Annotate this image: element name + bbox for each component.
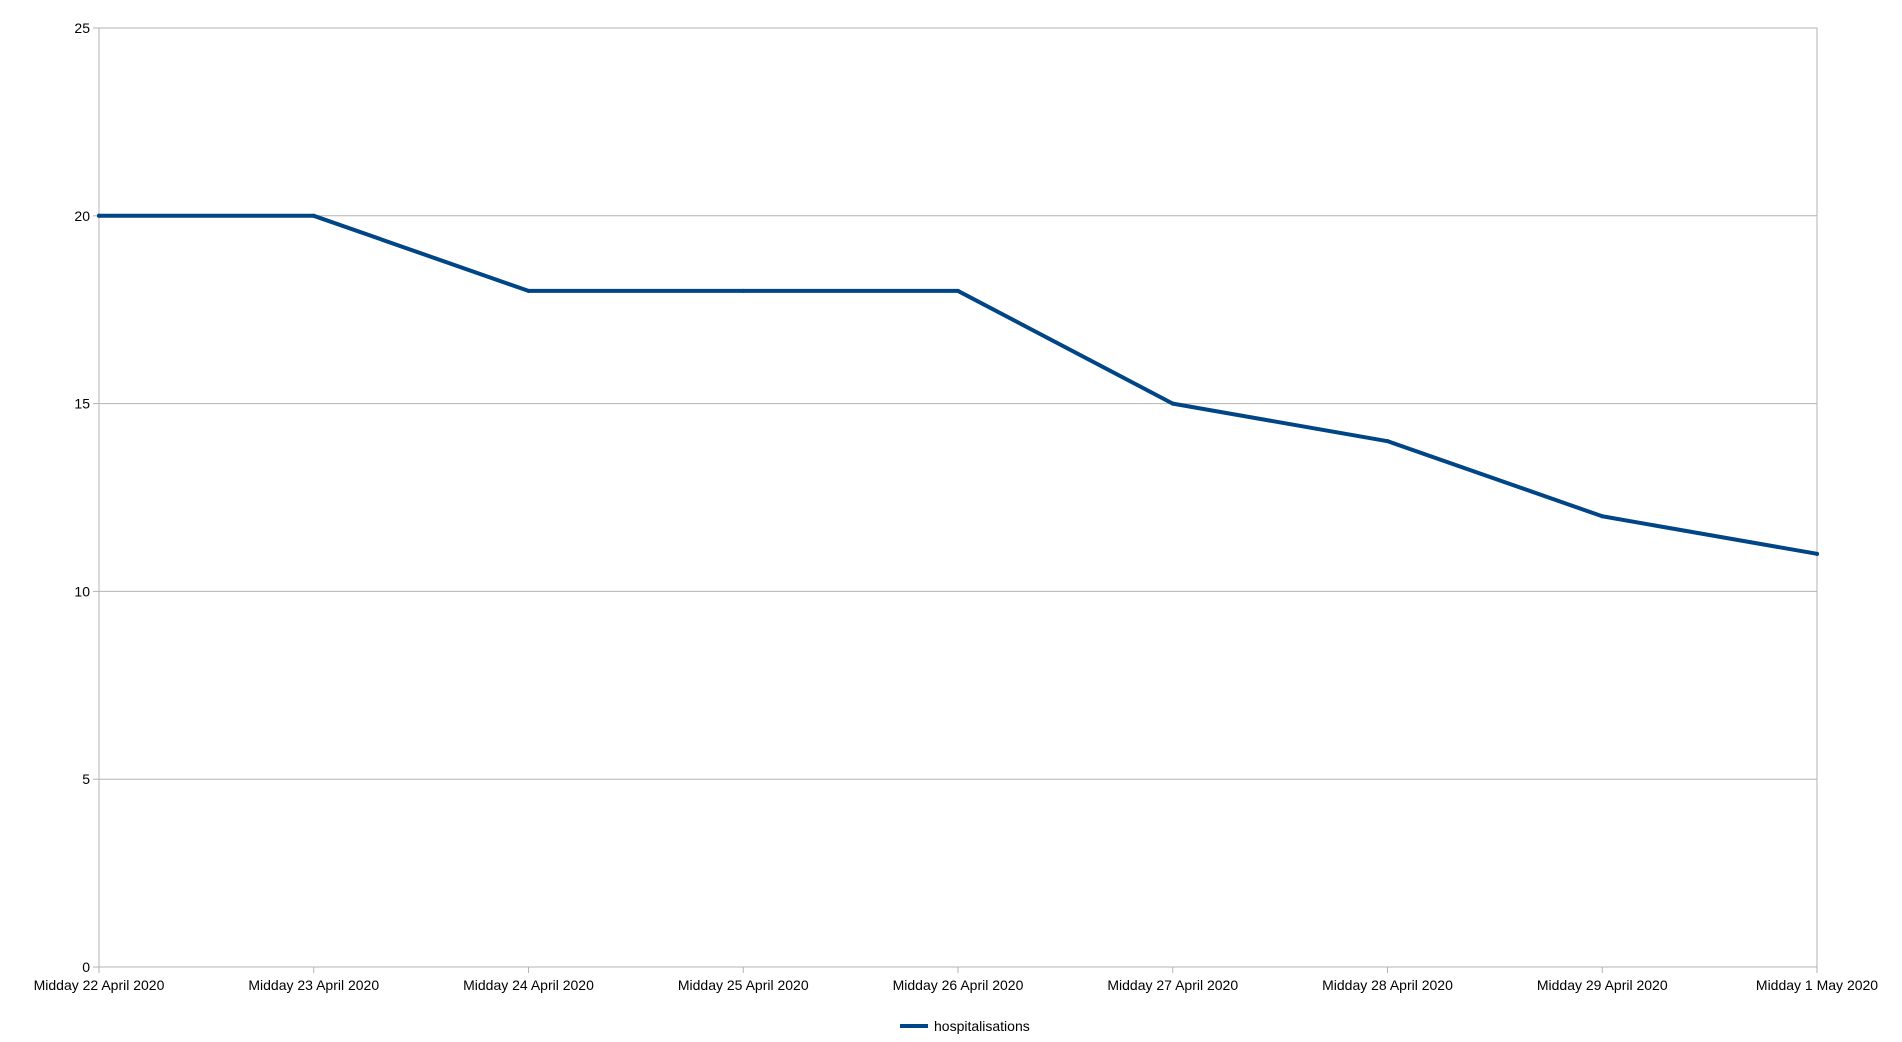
data-point [97,213,101,218]
x-tick-label: Midday 25 April 2020 [678,977,809,993]
legend: hospitalisations [900,1018,1030,1034]
x-axis: Midday 22 April 2020 Midday 23 April 2020… [34,967,1878,993]
y-tick-label: 5 [82,771,90,787]
y-tick-label: 25 [74,20,90,36]
legend-label: hospitalisations [934,1018,1030,1034]
data-point [1170,401,1175,406]
y-tick-label: 0 [82,959,90,975]
x-tick-label: Midday 28 April 2020 [1322,977,1453,993]
x-tick-label: Midday 23 April 2020 [248,977,379,993]
x-tick-label: Midday 22 April 2020 [34,977,165,993]
x-tick-label: Midday 1 May 2020 [1756,977,1878,993]
y-tick-label: 15 [74,396,90,412]
x-tick-label: Midday 27 April 2020 [1107,977,1238,993]
data-point [1385,439,1390,444]
plot-area [98,27,1818,968]
y-tick-label: 10 [74,583,90,599]
x-tick-label: Midday 24 April 2020 [463,977,594,993]
x-tick-label: Midday 26 April 2020 [893,977,1024,993]
data-point [741,288,746,293]
x-tick-label: Midday 29 April 2020 [1537,977,1668,993]
data-point [526,288,531,293]
data-point [956,288,960,293]
grid-lines [99,27,1817,968]
data-point [311,213,316,218]
series-layer [97,213,1819,556]
data-point [1600,514,1605,519]
data-point [1815,551,1819,556]
y-axis: 0 5 10 15 20 25 [74,20,99,975]
y-tick-label: 20 [74,208,90,224]
